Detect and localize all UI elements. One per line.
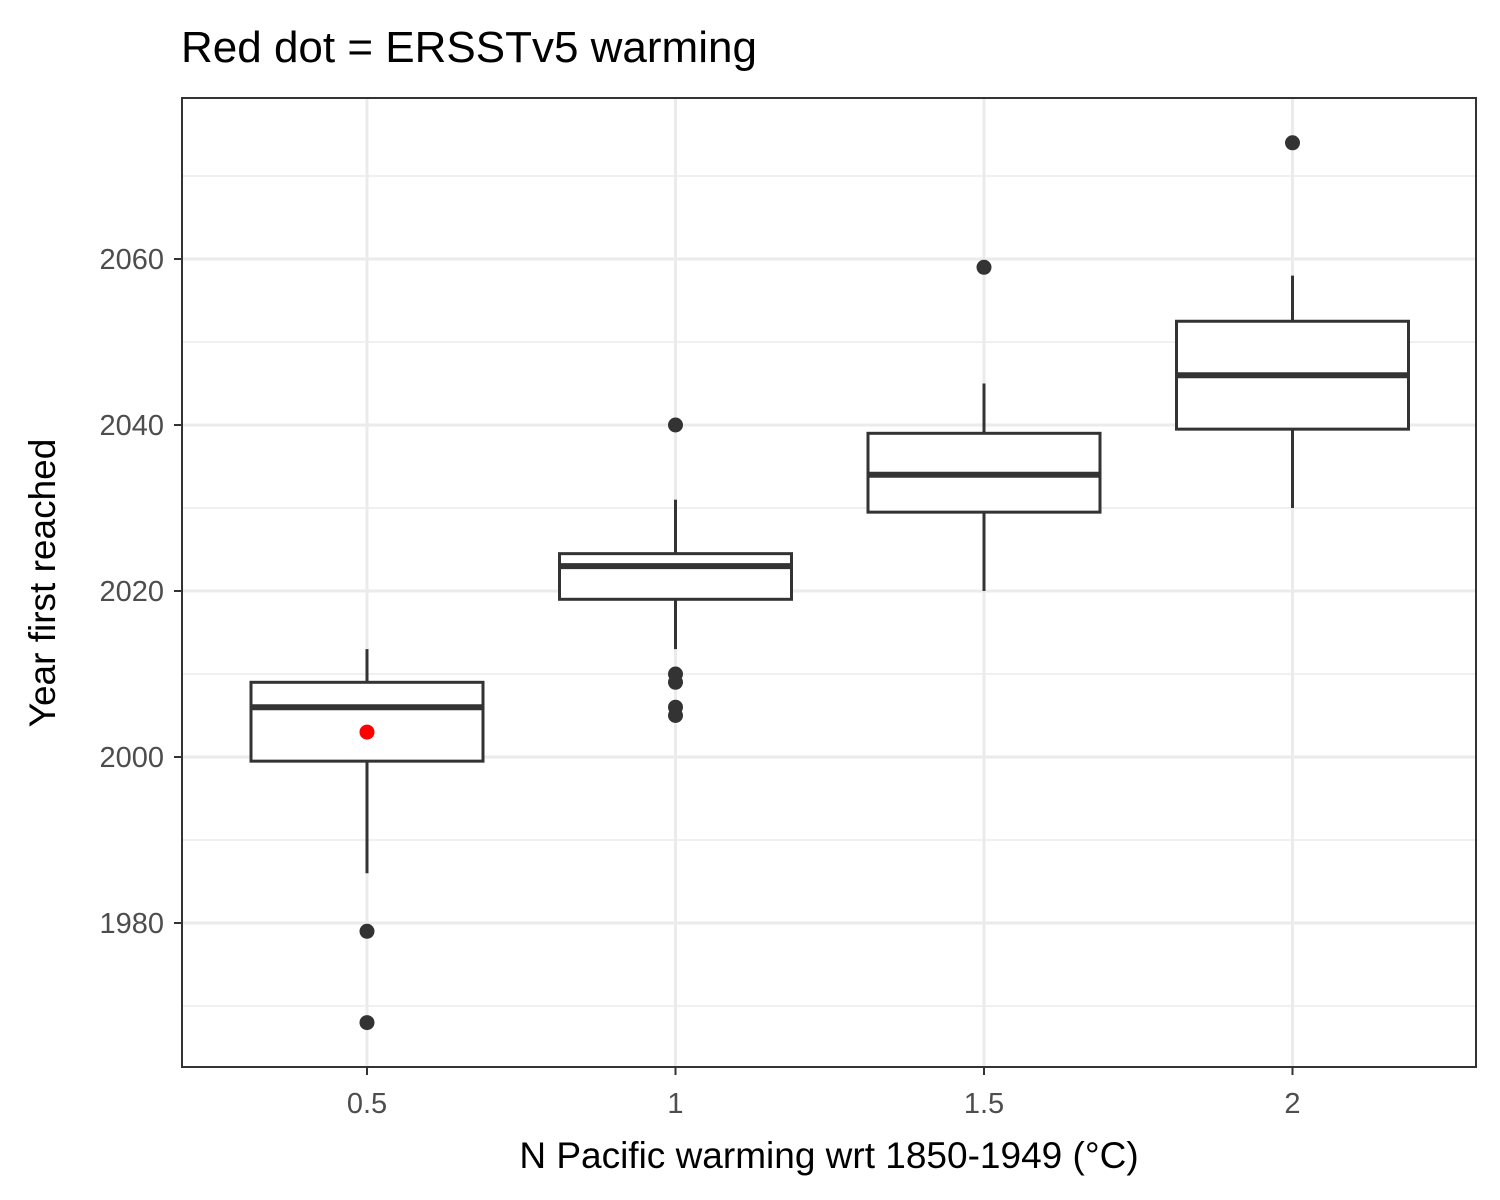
y-tick-label: 2000 [99,742,164,774]
x-tick-label: 1 [667,1088,683,1120]
outlier-point [976,259,992,275]
x-tick-label: 2 [1284,1088,1300,1120]
x-tick-label: 1.5 [964,1088,1004,1120]
box-2 [1175,135,1410,508]
outlier-point [668,708,683,723]
box-1.5 [866,259,1102,591]
y-tick-label: 1980 [99,908,164,940]
box-0.5 [249,649,485,1031]
y-tick-label: 2060 [99,244,164,276]
ersstv5-point [359,724,375,740]
outlier-point [359,923,375,939]
y-axis-title: Year first reached [22,439,63,728]
x-axis-title: N Pacific warming wrt 1850-1949 (°C) [519,1135,1138,1176]
y-tick-label: 2040 [99,410,164,442]
chart-title: Red dot = ERSSTv5 warming [181,23,757,72]
plot-panel-border [181,97,1477,1068]
axes: 1980 2000 2020 2040 2060 0.5 1 1.5 2 [99,244,1300,1120]
box-1 [558,417,793,723]
box-iqr [249,680,485,763]
x-tick-label: 0.5 [347,1088,387,1120]
boxes [249,135,1410,1031]
box-iqr [558,552,793,601]
outlier-point [668,417,683,433]
outlier-point [1285,135,1300,151]
outlier-point [668,674,683,690]
outlier-point [359,1015,375,1031]
y-tick-label: 2020 [99,576,164,608]
